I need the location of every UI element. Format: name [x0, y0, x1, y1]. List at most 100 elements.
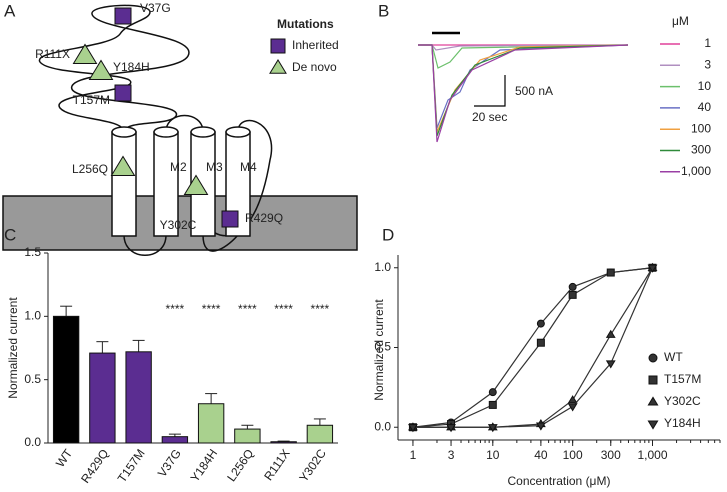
- data-point: [535, 422, 546, 431]
- fit-line: [412, 267, 654, 428]
- legend-label: Inherited: [292, 38, 339, 52]
- legend-marker: [269, 58, 287, 74]
- x-tick-label: V37G: [155, 447, 184, 480]
- x-tick-label: Y184H: [188, 447, 221, 485]
- helix-top: [153, 126, 179, 138]
- x-tick-label: 100: [563, 448, 583, 462]
- bar: [306, 424, 334, 444]
- bar: [234, 428, 261, 444]
- legend-label: 300: [691, 143, 711, 157]
- data-point: [567, 403, 578, 412]
- mutation-marker: [114, 84, 132, 102]
- helix-label: M4: [240, 160, 257, 174]
- bar: [89, 352, 116, 444]
- y-tick-label: 1.0: [24, 309, 41, 323]
- panel-label: B: [378, 1, 389, 20]
- legend-label: T157M: [664, 372, 701, 386]
- legend-marker: [647, 420, 659, 430]
- panel-label: A: [4, 1, 16, 20]
- data-point: [488, 388, 497, 397]
- trace: [418, 44, 629, 143]
- mutation-marker: [110, 155, 136, 176]
- bar: [270, 441, 297, 444]
- x-tick-label: R111X: [261, 447, 292, 484]
- mutation-label: Y302C: [160, 218, 197, 232]
- legend-title: Mutations: [277, 17, 334, 31]
- y-tick-label: 1.0: [374, 260, 391, 274]
- data-point: [408, 424, 418, 433]
- mutation-marker: [221, 210, 239, 228]
- data-point: [606, 268, 615, 277]
- bar: [197, 403, 225, 444]
- y-tick-label: 1.5: [24, 245, 41, 259]
- x-tick-label: WT: [53, 446, 76, 470]
- significance-label: ****: [311, 302, 330, 316]
- data-point: [567, 395, 578, 404]
- panel-label: C: [4, 225, 16, 244]
- mutation-label: T157M: [73, 93, 110, 107]
- mutation-marker: [114, 7, 132, 25]
- helix-top: [190, 126, 216, 138]
- mutation-label: V37G: [140, 1, 171, 15]
- helix: [153, 131, 179, 237]
- panel-label: D: [382, 225, 394, 244]
- helix-label: M3: [206, 160, 223, 174]
- scale-bar: [474, 75, 506, 107]
- legend-label: WT: [664, 350, 683, 364]
- mutation-label: R111X: [35, 47, 70, 61]
- helix-label: M2: [170, 160, 187, 174]
- scale-label: 20 sec: [472, 110, 507, 124]
- x-tick-label: 1,000: [637, 448, 667, 462]
- y-axis-label: Normalized current: [6, 297, 20, 399]
- y-axis-label: Normalized current: [372, 299, 386, 401]
- legend-label: Y184H: [664, 416, 701, 430]
- data-point: [605, 360, 616, 369]
- legend-label: 100: [691, 121, 711, 135]
- significance-label: ****: [166, 302, 185, 316]
- x-axis-label: Concentration (μM): [508, 474, 611, 488]
- data-point: [605, 329, 616, 338]
- x-tick-label: T157M: [115, 447, 148, 486]
- legend-label: 1: [704, 36, 711, 50]
- y-tick-label: 0.5: [24, 372, 41, 386]
- data-point: [487, 424, 498, 433]
- significance-label: ****: [274, 302, 293, 316]
- mutation-marker: [72, 43, 98, 64]
- current-traces: [418, 31, 629, 143]
- loops: [123, 114, 273, 256]
- helix-top: [225, 126, 251, 138]
- membrane: [2, 195, 358, 251]
- legend-label: 1,000: [681, 164, 711, 178]
- bar: [161, 436, 189, 444]
- data-point: [446, 424, 456, 433]
- helix-top: [111, 126, 137, 138]
- scale-label: 500 nA: [515, 84, 553, 98]
- data-point: [536, 319, 545, 328]
- mutation-label: L256Q: [72, 162, 108, 176]
- legend-label: De novo: [292, 60, 337, 74]
- legend-marker: [648, 375, 658, 385]
- legend-marker: [647, 396, 659, 406]
- x-tick-label: 40: [534, 448, 548, 462]
- fit-line: [412, 267, 653, 428]
- legend-marker: [648, 353, 658, 363]
- x-tick-label: Y302C: [296, 446, 329, 484]
- legend-marker: [270, 38, 286, 54]
- legend-label: Y302C: [664, 394, 701, 408]
- y-tick-label: 0.5: [374, 340, 391, 354]
- significance-label: ****: [202, 302, 221, 316]
- bar: [52, 315, 80, 444]
- significance-label: ****: [238, 302, 257, 316]
- legend-label: 10: [698, 79, 712, 93]
- fit-line: [412, 267, 653, 428]
- x-tick-label: R429Q: [78, 447, 111, 486]
- x-tick-label: L256Q: [224, 447, 256, 485]
- mutation-label: R429Q: [245, 211, 283, 225]
- y-tick-label: 0.0: [24, 435, 41, 449]
- x-tick-label: 1: [410, 448, 417, 462]
- data-point: [568, 290, 577, 299]
- y-tick-label: 0.0: [374, 419, 391, 433]
- data-point: [488, 400, 497, 409]
